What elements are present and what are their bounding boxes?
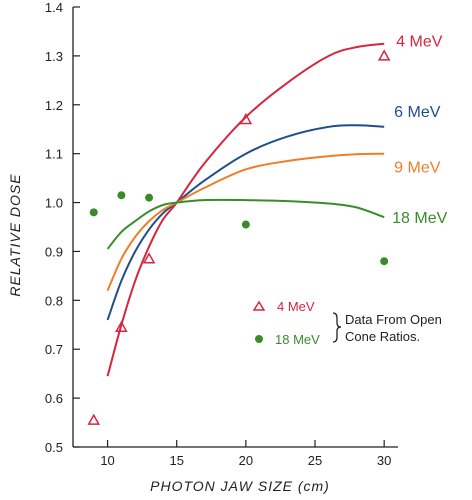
legend-caption-line-2: Cone Ratios. — [345, 329, 420, 344]
legend-circle-marker — [255, 335, 263, 343]
triangle-marker — [239, 112, 253, 125]
series-line-4mev — [106, 42, 385, 377]
series-label-9mev: 9 MeV — [394, 160, 441, 177]
legend-caption-line-1: Data From Open — [345, 312, 442, 327]
y-tick-label: 1.3 — [45, 49, 63, 64]
triangle-marker — [142, 252, 156, 264]
y-tick-label: 0.6 — [45, 391, 63, 406]
series-label-18mev: 18 MeV — [392, 210, 447, 227]
triangle-marker — [377, 49, 391, 61]
x-tick-label: 20 — [239, 453, 253, 468]
y-tick-label: 1.1 — [45, 147, 63, 162]
y-tick-label: 1.0 — [45, 196, 63, 211]
circle-marker — [89, 208, 98, 217]
circle-marker — [380, 257, 389, 266]
legend-brace — [332, 312, 342, 343]
x-tick-label: 30 — [377, 453, 391, 468]
series-line-18mev — [106, 198, 385, 250]
series-line-6mev — [106, 124, 385, 321]
y-tick-label: 0.9 — [45, 244, 63, 259]
series-label-4mev: 4 MeV — [396, 34, 443, 51]
y-tick-label: 0.5 — [45, 440, 63, 455]
axes — [72, 7, 398, 448]
circle-marker — [241, 220, 250, 229]
series-label-6mev: 6 MeV — [394, 104, 441, 121]
legend-4mev-label: 4 MeV — [277, 299, 315, 314]
legend: 4 MeV 18 MeV Data From Open Cone Ratios. — [252, 299, 442, 347]
data-markers — [87, 49, 391, 425]
circle-marker — [145, 193, 154, 202]
x-tick-label: 10 — [100, 453, 114, 468]
legend-triangle-marker — [252, 300, 266, 311]
y-tick-label: 1.2 — [45, 98, 63, 113]
triangle-marker — [115, 320, 128, 332]
triangle-marker — [87, 413, 101, 425]
x-axis-label: PHOTON JAW SIZE (cm) — [150, 478, 330, 494]
x-tick-label: 15 — [169, 453, 183, 468]
circle-marker — [117, 191, 126, 200]
y-tick-label: 0.7 — [45, 342, 63, 357]
legend-18mev-label: 18 MeV — [275, 332, 320, 347]
y-axis-label: RELATIVE DOSE — [7, 173, 23, 296]
ticks: 0.5 0.6 0.7 0.8 0.9 1.0 1.1 1.2 1.3 1.4 10 15 20 25 30 — [45, 0, 391, 468]
series-lines — [106, 42, 385, 377]
y-tick-label: 1.4 — [45, 0, 63, 15]
x-tick-label: 25 — [308, 453, 322, 468]
series-labels: 4 MeV 6 MeV 9 MeV 18 MeV — [392, 34, 447, 228]
series-line-9mev — [106, 152, 385, 291]
y-tick-label: 0.8 — [45, 293, 63, 308]
